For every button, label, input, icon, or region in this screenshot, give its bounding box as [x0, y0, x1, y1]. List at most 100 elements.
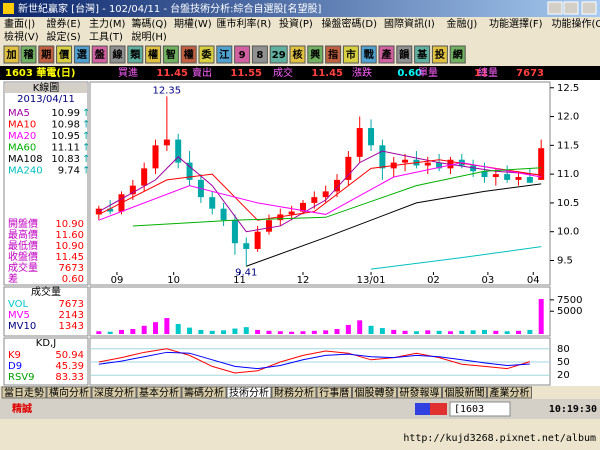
toolbar-label[interactable]: 29 [272, 50, 286, 61]
menu-item[interactable]: 工具(T) [89, 31, 123, 43]
menu-item[interactable]: 檢視(V) [4, 30, 39, 43]
tab[interactable] [136, 386, 182, 399]
toolbar-label[interactable]: 權 [148, 48, 158, 61]
tab[interactable] [91, 386, 137, 399]
tab[interactable] [442, 386, 487, 399]
toolbar-button[interactable] [396, 45, 413, 64]
toolbar-button[interactable] [360, 45, 377, 64]
tab[interactable] [46, 386, 92, 399]
menu-item[interactable]: 功能選擇(F) [489, 17, 543, 30]
toolbar-label[interactable]: 戰 [364, 48, 374, 61]
tab[interactable] [1, 386, 47, 399]
toolbar-label[interactable]: 江 [219, 48, 229, 61]
minimize-button[interactable] [547, 1, 563, 15]
toolbar-button[interactable] [414, 45, 431, 64]
tab-label[interactable]: 財務分析 [274, 386, 314, 399]
toolbar-button[interactable] [325, 45, 342, 64]
toolbar-label[interactable]: 稽 [24, 48, 34, 61]
toolbar-button[interactable] [38, 45, 55, 64]
toolbar-label[interactable]: 盤 [94, 48, 106, 61]
toolbar-label[interactable]: 市 [346, 48, 356, 61]
menu-item[interactable]: 證券(E) [47, 17, 81, 30]
toolbar-button[interactable] [180, 45, 197, 64]
toolbar-label[interactable]: 選 [77, 48, 87, 61]
toolbar-label[interactable]: 產 [381, 48, 392, 61]
toolbar-label[interactable]: 核 [293, 48, 303, 61]
toolbar-button[interactable] [342, 45, 359, 64]
toolbar-button[interactable] [431, 45, 448, 64]
tab-label[interactable]: 行事曆 [319, 386, 349, 399]
tab[interactable] [226, 386, 272, 399]
toolbar-label[interactable]: 興 [310, 48, 320, 61]
toolbar-label[interactable]: 韻 [399, 48, 410, 61]
menu-item[interactable]: 設定(S) [47, 30, 81, 43]
tab-label[interactable]: 技術分析 [229, 386, 269, 399]
volume-bar [141, 325, 147, 334]
toolbar-button[interactable] [162, 45, 179, 64]
toolbar-button[interactable] [234, 45, 251, 64]
menu-item[interactable]: 主力(M) [89, 17, 126, 30]
toolbar-button[interactable] [20, 45, 37, 64]
toolbar-button[interactable] [307, 45, 324, 64]
toolbar-button[interactable] [289, 45, 306, 64]
toolbar-label[interactable]: 投 [435, 48, 445, 61]
stock-name: 1603 華電(日) [5, 66, 75, 79]
toolbar-button[interactable] [251, 45, 268, 64]
toolbar-button[interactable] [3, 45, 20, 64]
menu-item[interactable]: 投資(P) [279, 17, 313, 30]
toolbar-label[interactable]: 智 [166, 48, 176, 61]
toolbar-label[interactable]: 期 [41, 48, 51, 61]
tab-label[interactable]: 個股新聞 [445, 386, 485, 399]
toolbar-button[interactable] [73, 45, 90, 64]
maximize-button[interactable] [563, 1, 579, 15]
tab-label[interactable]: 研發報導 [400, 386, 440, 399]
toolbar-label[interactable]: 權 [184, 48, 194, 61]
tab[interactable] [352, 386, 397, 399]
toolbar-button[interactable] [56, 45, 73, 64]
toolbar-button[interactable] [145, 45, 162, 64]
close-button[interactable] [581, 1, 597, 15]
tab-label[interactable]: 當日走勢 [4, 386, 44, 399]
toolbar-button[interactable] [269, 45, 288, 64]
toolbar-label[interactable]: 加 [6, 48, 17, 61]
menu-item[interactable]: 金融(J) [447, 17, 478, 30]
tab[interactable] [487, 386, 532, 399]
tab-label[interactable]: 產業分析 [490, 386, 530, 399]
tab[interactable] [316, 386, 352, 399]
tab-label[interactable]: 深度分析 [94, 386, 134, 399]
toolbar-button[interactable] [378, 45, 395, 64]
toolbar-button[interactable] [127, 45, 144, 64]
toolbar-label[interactable]: 價 [58, 48, 70, 61]
menu-item[interactable]: 國際資訊(I) [384, 17, 435, 30]
toolbar-button[interactable] [109, 45, 126, 64]
tab[interactable] [181, 386, 227, 399]
toolbar-label[interactable]: 類 [129, 48, 141, 61]
legend-label: MA10 [8, 120, 36, 131]
toolbar-label[interactable]: 委 [201, 48, 213, 61]
toolbar-label[interactable]: 9 [239, 50, 246, 61]
toolbar-button[interactable] [216, 45, 233, 64]
tab-label[interactable]: 籌碼分析 [184, 386, 224, 399]
menu-item[interactable]: 說明(H) [132, 30, 167, 43]
menu-item[interactable]: 籌碼(Q) [132, 17, 168, 30]
menu-item[interactable]: 畫面(|) [4, 17, 35, 30]
toolbar-button[interactable] [91, 45, 108, 64]
menu-item[interactable]: 期權(W) [174, 17, 212, 30]
legend-value: 10.95 [51, 131, 80, 142]
toolbar-button[interactable] [198, 45, 215, 64]
tab[interactable] [271, 386, 317, 399]
toolbar-label[interactable]: 線 [113, 48, 123, 61]
tab-label[interactable]: 橫向分析 [49, 386, 89, 399]
volume-bar [323, 330, 329, 334]
tab[interactable] [397, 386, 442, 399]
toolbar-label[interactable]: 基 [416, 48, 428, 61]
tab-label[interactable]: 個股轉發 [355, 386, 395, 399]
toolbar-button[interactable] [449, 45, 466, 64]
menu-item[interactable]: 操盤密碼(D) [322, 17, 378, 30]
menu-item[interactable]: 匯市利率(R) [217, 17, 272, 30]
toolbar-label[interactable]: 8 [256, 50, 263, 61]
toolbar-label[interactable]: 網 [453, 48, 463, 61]
toolbar-label[interactable]: 指 [328, 48, 338, 61]
menu-item[interactable]: 功能操作(O) [552, 17, 600, 30]
tab-label[interactable]: 基本分析 [139, 386, 179, 399]
